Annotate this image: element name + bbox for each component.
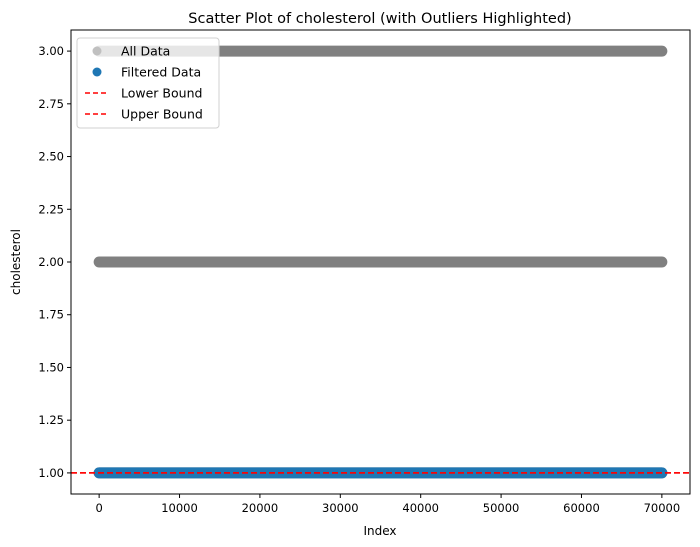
y-tick-label: 3.00 [38, 44, 64, 58]
y-tick-label: 1.75 [38, 308, 64, 322]
x-tick-label: 50000 [483, 501, 520, 515]
y-tick-label: 2.25 [38, 202, 64, 216]
legend-label: Lower Bound [121, 86, 202, 101]
x-tick-label: 70000 [644, 501, 681, 515]
x-axis: 0 10000 20000 30000 40000 50000 60000 70000 [95, 494, 680, 515]
y-tick-label: 1.00 [38, 466, 64, 480]
legend-box [76, 37, 220, 129]
y-tick-label: 1.25 [38, 413, 64, 427]
y-axis: 1.00 1.25 1.50 1.75 2.00 2.25 2.50 2.75 3.00 [38, 44, 71, 480]
legend-label: Filtered Data [121, 65, 201, 80]
x-tick-label: 20000 [242, 501, 279, 515]
legend: All Data Filtered Data Lower Bound Upper Bo… [76, 37, 220, 129]
y-axis-label: cholesterol [9, 229, 23, 295]
y-tick-label: 1.50 [38, 360, 64, 374]
legend-label: All Data [121, 44, 170, 59]
y-tick-label: 2.00 [38, 255, 64, 269]
x-tick-label: 0 [95, 501, 102, 515]
chart-title: Scatter Plot of cholesterol (with Outlie… [188, 11, 571, 27]
x-tick-label: 10000 [161, 501, 198, 515]
x-tick-label: 60000 [563, 501, 600, 515]
legend-marker [92, 67, 102, 77]
x-tick-label: 30000 [322, 501, 359, 515]
y-tick-label: 2.50 [38, 150, 64, 164]
x-tick-label: 40000 [402, 501, 439, 515]
x-axis-label: Index [363, 524, 396, 538]
legend-label: Upper Bound [121, 107, 203, 122]
y-tick-label: 2.75 [38, 97, 64, 111]
legend-marker [92, 46, 102, 56]
